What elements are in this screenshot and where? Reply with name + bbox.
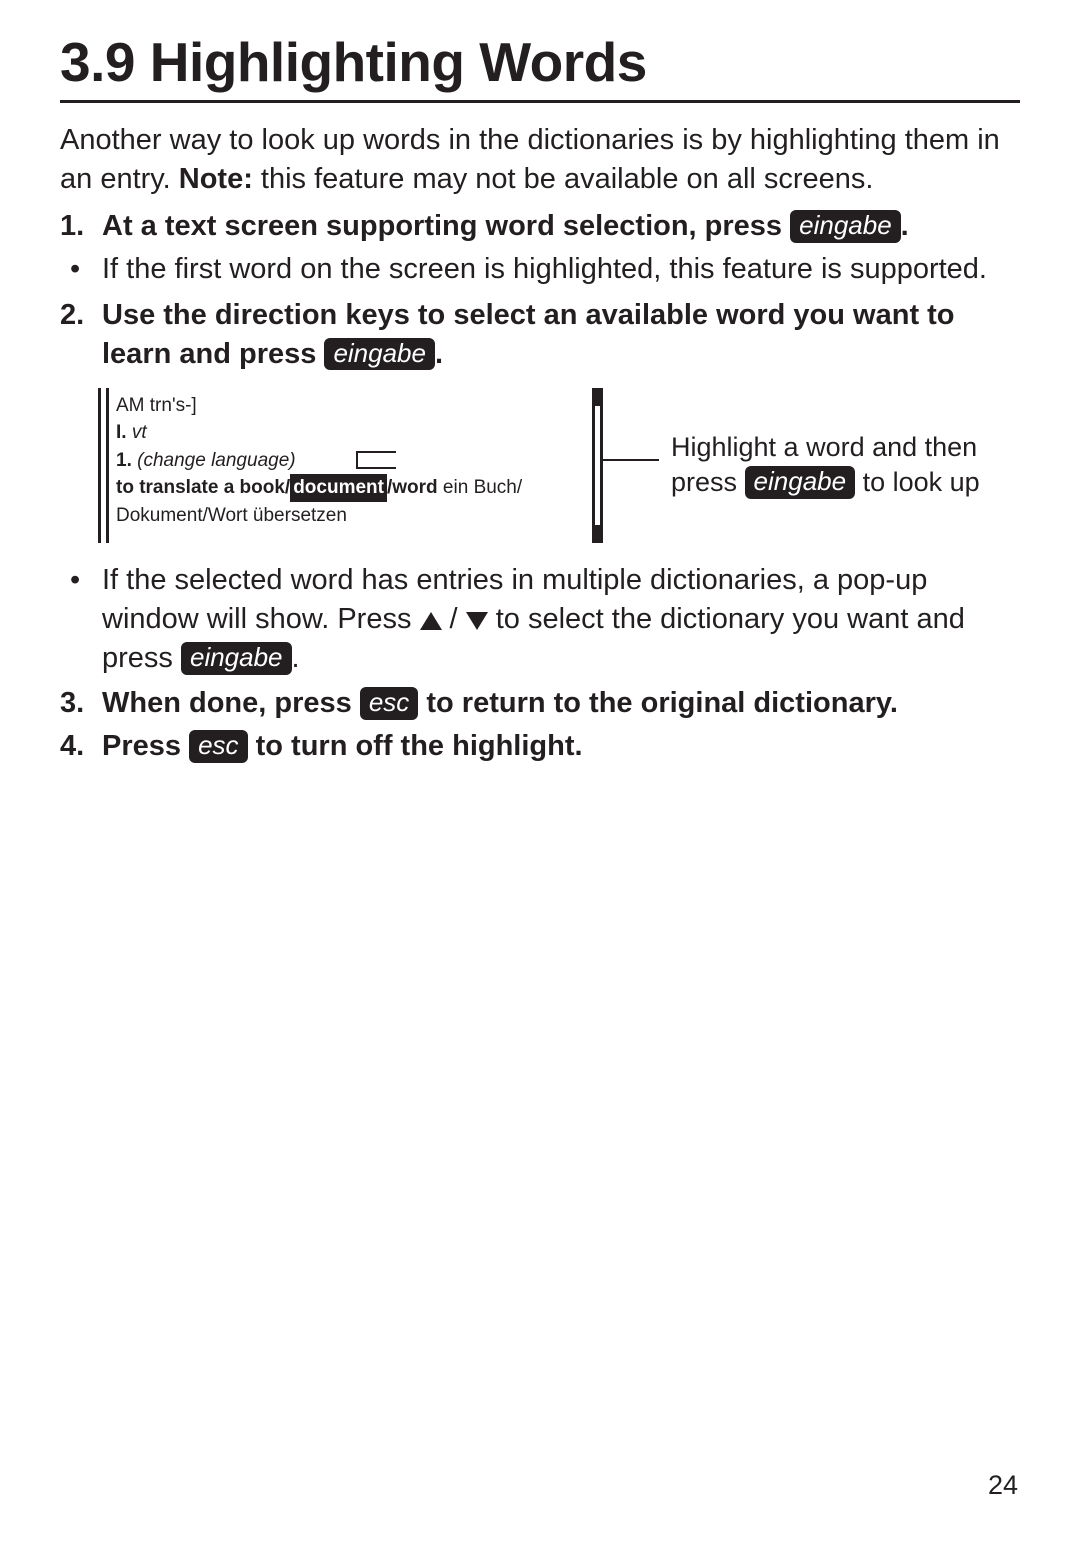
step-1: At a text screen supporting word selecti… <box>60 207 1020 246</box>
screen-border-left-inner <box>106 388 109 543</box>
device-screen: AM trn's-] I. vt 1. (change language) to… <box>98 388 603 543</box>
key-eingabe: eingabe <box>790 210 901 243</box>
section-title: 3.9 Highlighting Words <box>60 30 1020 103</box>
key-eingabe: eingabe <box>181 642 292 675</box>
arrow-up-icon <box>420 612 442 630</box>
screen-border-right-inner <box>592 388 595 543</box>
screen-line-2: I. vt <box>116 419 583 447</box>
intro-text-2: this feature may not be available on all… <box>253 163 874 195</box>
screen-line-5: Dokument/Wort übersetzen <box>116 502 583 530</box>
cursor-icon <box>356 451 396 469</box>
screen-roman: I. <box>116 422 127 443</box>
callout-line-1: Highlight a word and then <box>671 430 980 465</box>
step-1-sub: If the first word on the screen is highl… <box>60 250 1020 289</box>
screen-border-right-outer <box>600 388 603 543</box>
screen-line-3: 1. (change language) <box>116 447 583 475</box>
step-2-sub-c: . <box>292 642 300 674</box>
step-1-text-a: At a text screen supporting word selecti… <box>102 210 790 242</box>
step-2-sub-mid: / <box>442 603 466 635</box>
step-2-text-a: Use the direction keys to select an avai… <box>102 299 955 370</box>
screen-gloss: (change language) <box>132 450 296 471</box>
figure-callout: Highlight a word and then press eingabe … <box>671 430 980 500</box>
screen-border-left-outer <box>98 388 101 543</box>
key-esc: esc <box>189 730 247 763</box>
step-4-text-a: Press <box>102 730 189 762</box>
arrow-down-icon <box>466 612 488 630</box>
step-3-text-a: When done, press <box>102 687 360 719</box>
key-esc: esc <box>360 687 418 720</box>
note-label: Note: <box>179 163 253 195</box>
screen-l4-pre: to translate a book/ <box>116 477 290 498</box>
step-2-sub: If the selected word has entries in mult… <box>60 561 1020 678</box>
screen-line-4: to translate a book/document/word ein Bu… <box>116 474 583 502</box>
scrollbar-thumb-top <box>592 388 603 406</box>
callout-line-2: press eingabe to look up <box>671 465 980 500</box>
screen-pos: vt <box>127 422 147 443</box>
step-3-text-b: to return to the original dictionary. <box>418 687 898 719</box>
highlighted-word: document <box>290 474 387 502</box>
step-4: Press esc to turn off the highlight. <box>60 727 1020 766</box>
callout-l2-b: to look up <box>855 467 980 497</box>
screen-l4-post: ein Buch/ <box>438 477 523 498</box>
page-number: 24 <box>988 1470 1018 1501</box>
screen-l4-mid: /word <box>387 477 438 498</box>
figure: AM trn's-] I. vt 1. (change language) to… <box>98 388 1020 543</box>
key-eingabe: eingabe <box>745 466 856 499</box>
step-4-text-b: to turn off the highlight. <box>248 730 583 762</box>
screen-sense-num: 1. <box>116 450 132 471</box>
step-1-text-b: . <box>901 210 909 242</box>
key-eingabe: eingabe <box>324 338 435 371</box>
callout-l2-a: press <box>671 467 745 497</box>
step-2-text-b: . <box>435 338 443 370</box>
callout-leader-line <box>603 459 659 461</box>
intro-paragraph: Another way to look up words in the dict… <box>60 121 1020 199</box>
step-2: Use the direction keys to select an avai… <box>60 296 1020 374</box>
step-3: When done, press esc to return to the or… <box>60 684 1020 723</box>
screen-content: AM trn's-] I. vt 1. (change language) to… <box>116 392 583 530</box>
scrollbar-thumb-bot <box>592 525 603 543</box>
screen-line-1: AM trn's-] <box>116 392 583 420</box>
